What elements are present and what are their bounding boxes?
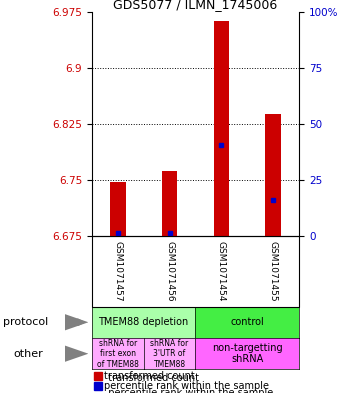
Text: non-targetting
shRNA: non-targetting shRNA <box>212 343 283 364</box>
Text: transformed count: transformed count <box>102 373 199 383</box>
Title: GDS5077 / ILMN_1745006: GDS5077 / ILMN_1745006 <box>113 0 278 11</box>
Polygon shape <box>65 345 88 362</box>
Polygon shape <box>65 314 88 331</box>
Text: percentile rank within the sample: percentile rank within the sample <box>102 388 273 393</box>
Bar <box>214 21 229 236</box>
Text: protocol: protocol <box>3 317 49 327</box>
Text: control: control <box>231 317 264 327</box>
Bar <box>110 182 125 236</box>
Text: shRNA for
3'UTR of
TMEM88: shRNA for 3'UTR of TMEM88 <box>150 339 189 369</box>
Text: GSM1071455: GSM1071455 <box>269 241 278 301</box>
Text: TMEM88 depletion: TMEM88 depletion <box>99 317 189 327</box>
Text: GSM1071457: GSM1071457 <box>113 241 122 301</box>
Text: GSM1071454: GSM1071454 <box>217 241 226 301</box>
Bar <box>162 171 177 236</box>
Bar <box>266 114 281 236</box>
Text: percentile rank within the sample: percentile rank within the sample <box>104 381 269 391</box>
Text: GSM1071456: GSM1071456 <box>165 241 174 301</box>
Text: transformed count: transformed count <box>104 371 195 381</box>
Text: other: other <box>14 349 44 359</box>
Text: shRNA for
first exon
of TMEM88: shRNA for first exon of TMEM88 <box>97 339 139 369</box>
